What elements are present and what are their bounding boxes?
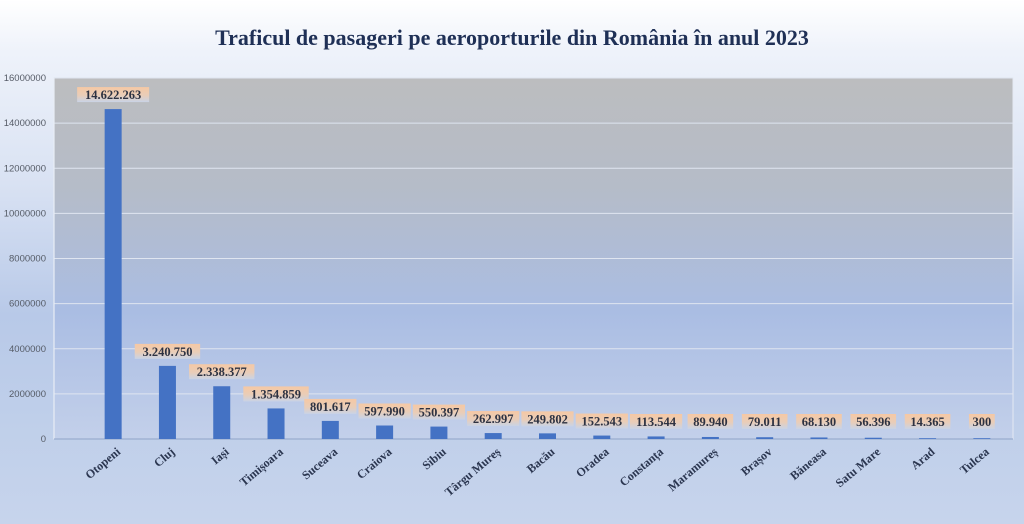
bar-iași: [213, 386, 231, 439]
bar-otopeni: [104, 109, 122, 439]
data-label-background: [521, 411, 574, 427]
x-tick-label: Băneasa: [787, 445, 829, 483]
bar-suceava: [321, 420, 339, 439]
data-label: 801.617: [310, 400, 351, 414]
data-label-background: [904, 414, 951, 429]
data-label-background: [77, 87, 150, 103]
x-tick-label: Oradea: [573, 445, 612, 481]
x-tick-label: Iași: [208, 444, 232, 468]
data-label: 113.544: [636, 415, 677, 429]
y-tick-label: 16000000: [4, 73, 46, 84]
data-label-background: [467, 411, 520, 427]
bar-târgu-mureș: [484, 433, 502, 439]
data-label: 68.130: [802, 415, 836, 429]
data-label: 89.940: [693, 415, 727, 429]
data-label: 300: [972, 415, 991, 429]
data-label: 152.543: [581, 415, 622, 429]
chart-title: Traficul de pasageri pe aeroporturile di…: [215, 25, 809, 50]
bar-constanța: [647, 436, 665, 439]
x-tick-label: Satu Mare: [833, 444, 884, 490]
x-tick-label: Suceava: [299, 445, 340, 483]
data-label: 14.365: [910, 415, 944, 429]
x-tick-label: Tulcea: [957, 445, 992, 477]
y-tick-label: 8000000: [9, 254, 46, 265]
data-label: 597.990: [364, 405, 405, 419]
data-label-background: [968, 414, 995, 429]
x-tick-label: Bacău: [524, 444, 558, 476]
bar-brașov: [756, 437, 774, 439]
x-tick-label: Cluj: [151, 445, 177, 470]
y-tick-label: 0: [41, 434, 46, 445]
x-tick-label: Constanța: [617, 445, 667, 490]
data-label: 1.354.859: [251, 387, 301, 401]
bar-bacău: [539, 433, 556, 439]
x-tick-label: Otopeni: [82, 444, 123, 482]
data-label: 79.011: [748, 415, 782, 429]
y-tick-label: 4000000: [9, 344, 46, 355]
data-label-background: [412, 404, 466, 420]
data-label: 550.397: [419, 406, 460, 420]
x-tick-label: Maramureș: [665, 444, 721, 495]
y-tick-label: 12000000: [4, 163, 46, 174]
bar-satu-mare: [864, 437, 882, 439]
y-tick-label: 6000000: [9, 299, 46, 310]
x-tick-label: Târgu Mureș: [442, 444, 504, 499]
x-tick-label: Craiova: [354, 445, 395, 482]
data-label-background: [687, 414, 734, 429]
x-tick-label: Brașov: [738, 445, 775, 480]
data-label-background: [850, 414, 897, 429]
y-tick-label: 10000000: [4, 208, 46, 219]
data-label-background: [358, 403, 411, 419]
bar-oradea: [593, 435, 611, 439]
bar-maramureș: [701, 436, 719, 439]
x-tick-label: Arad: [908, 444, 938, 472]
data-label-background: [629, 414, 683, 429]
bar-tulcea: [973, 438, 991, 439]
data-label-background: [134, 343, 201, 359]
bar-arad: [919, 438, 937, 439]
data-label: 2.338.377: [197, 365, 247, 379]
bar-cluj: [158, 365, 176, 439]
data-label: 3.240.750: [142, 345, 192, 359]
data-label: 249.802: [527, 412, 568, 426]
data-label: 56.396: [856, 415, 890, 429]
y-tick-label: 2000000: [9, 389, 46, 400]
data-label: 262.997: [473, 412, 514, 426]
bar-sibiu: [430, 426, 448, 439]
y-tick-label: 14000000: [4, 118, 46, 129]
data-label-background: [189, 364, 255, 380]
data-label-background: [796, 414, 842, 429]
x-tick-label: Timișoara: [237, 445, 287, 490]
data-label-background: [243, 386, 309, 402]
data-label: 14.622.263: [85, 88, 141, 102]
data-label-background: [575, 413, 628, 429]
x-tick-label: Sibiu: [419, 444, 449, 472]
bar-craiova: [376, 425, 394, 439]
bar-băneasa: [810, 437, 828, 439]
data-label-background: [741, 414, 788, 429]
data-label-background: [304, 398, 357, 414]
bar-timișoara: [267, 408, 285, 439]
